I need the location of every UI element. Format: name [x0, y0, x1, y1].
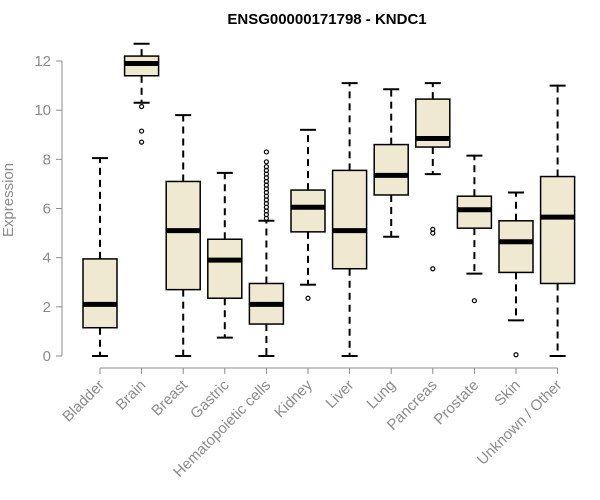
iqr-box — [539, 175, 576, 285]
box-lung — [373, 88, 409, 238]
box-brain — [123, 42, 160, 145]
outlier-point — [139, 139, 145, 145]
y-tick-label: 0 — [43, 348, 51, 365]
box-liver — [331, 82, 368, 357]
outlier-point — [139, 103, 145, 110]
x-tick-label: Kidney — [271, 376, 316, 421]
y-axis: 0 2 4 6 8 10 12 — [34, 53, 63, 365]
x-tick-label: Bladder — [59, 377, 108, 426]
box-unknown-other — [539, 84, 576, 357]
y-tick-label: 8 — [43, 151, 51, 168]
x-tick-label: Skin — [491, 377, 524, 410]
y-tick-label: 4 — [43, 250, 51, 267]
y-tick-label: 2 — [43, 299, 51, 316]
outlier-point — [263, 164, 269, 170]
outlier-point — [513, 352, 519, 358]
iqr-box — [290, 189, 326, 233]
box-skin — [498, 191, 534, 358]
box-bladder — [82, 157, 118, 357]
y-tick-label: 10 — [34, 102, 51, 119]
outlier-point — [263, 149, 269, 155]
outlier-point — [430, 266, 436, 272]
outlier-point — [471, 298, 477, 304]
box-pancreas — [415, 82, 451, 272]
x-tick-label: Prostate — [431, 377, 483, 429]
iqr-box — [373, 143, 409, 196]
iqr-box — [331, 169, 368, 270]
box-breast — [165, 114, 201, 357]
outlier-point — [139, 128, 145, 134]
iqr-box — [207, 238, 243, 299]
iqr-box — [498, 220, 534, 274]
box-prostate — [456, 154, 493, 304]
iqr-box — [82, 258, 118, 329]
x-tick-label: Breast — [148, 376, 191, 419]
box-kidney — [290, 128, 326, 301]
boxes — [82, 42, 576, 358]
y-tick-label: 12 — [34, 53, 51, 70]
outlier-point — [305, 295, 311, 301]
y-tick-label: 6 — [43, 201, 51, 218]
x-tick-label: Lung — [363, 377, 399, 413]
x-tick-label: Liver — [322, 377, 357, 412]
chart-title: ENSG00000171798 - KNDC1 — [227, 11, 426, 28]
outlier-point — [263, 159, 269, 165]
box-gastric — [207, 171, 243, 339]
outlier-point — [430, 230, 436, 236]
y-axis-label: Expression — [0, 163, 17, 237]
box-hematopoietic-cells — [248, 149, 285, 357]
iqr-box — [165, 180, 201, 291]
x-tick-label: Brain — [113, 377, 150, 414]
